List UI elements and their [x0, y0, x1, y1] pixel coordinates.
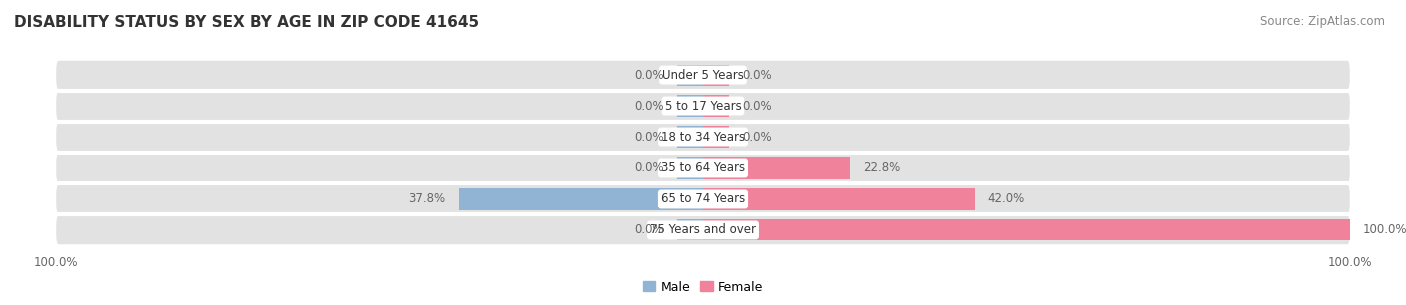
- Text: DISABILITY STATUS BY SEX BY AGE IN ZIP CODE 41645: DISABILITY STATUS BY SEX BY AGE IN ZIP C…: [14, 15, 479, 30]
- FancyBboxPatch shape: [56, 123, 1350, 151]
- Bar: [678, 64, 703, 86]
- Text: 0.0%: 0.0%: [742, 99, 772, 113]
- Text: 65 to 74 Years: 65 to 74 Years: [661, 192, 745, 206]
- Bar: [703, 127, 728, 148]
- FancyBboxPatch shape: [56, 61, 1350, 89]
- Text: 100.0%: 100.0%: [1362, 224, 1406, 236]
- Bar: [678, 127, 703, 148]
- Text: 0.0%: 0.0%: [634, 131, 664, 144]
- Text: 18 to 34 Years: 18 to 34 Years: [661, 131, 745, 144]
- Bar: [458, 188, 703, 210]
- Text: Under 5 Years: Under 5 Years: [662, 69, 744, 81]
- Bar: [703, 95, 728, 117]
- Text: 0.0%: 0.0%: [742, 131, 772, 144]
- FancyBboxPatch shape: [56, 92, 1350, 120]
- Text: 0.0%: 0.0%: [634, 69, 664, 81]
- Text: 37.8%: 37.8%: [409, 192, 446, 206]
- Bar: [703, 188, 974, 210]
- Bar: [678, 219, 703, 241]
- Text: 0.0%: 0.0%: [634, 99, 664, 113]
- FancyBboxPatch shape: [56, 154, 1350, 182]
- Text: 22.8%: 22.8%: [863, 161, 901, 174]
- Legend: Male, Female: Male, Female: [638, 275, 768, 299]
- Text: 5 to 17 Years: 5 to 17 Years: [665, 99, 741, 113]
- Text: Source: ZipAtlas.com: Source: ZipAtlas.com: [1260, 15, 1385, 28]
- Text: 42.0%: 42.0%: [987, 192, 1025, 206]
- Bar: [678, 95, 703, 117]
- Text: 0.0%: 0.0%: [634, 161, 664, 174]
- FancyBboxPatch shape: [56, 185, 1350, 213]
- Text: 0.0%: 0.0%: [634, 224, 664, 236]
- Text: 0.0%: 0.0%: [742, 69, 772, 81]
- Bar: [703, 157, 851, 178]
- Bar: [703, 219, 1350, 241]
- Bar: [703, 64, 728, 86]
- FancyBboxPatch shape: [56, 216, 1350, 244]
- Text: 75 Years and over: 75 Years and over: [650, 224, 756, 236]
- Text: 35 to 64 Years: 35 to 64 Years: [661, 161, 745, 174]
- Bar: [678, 157, 703, 178]
